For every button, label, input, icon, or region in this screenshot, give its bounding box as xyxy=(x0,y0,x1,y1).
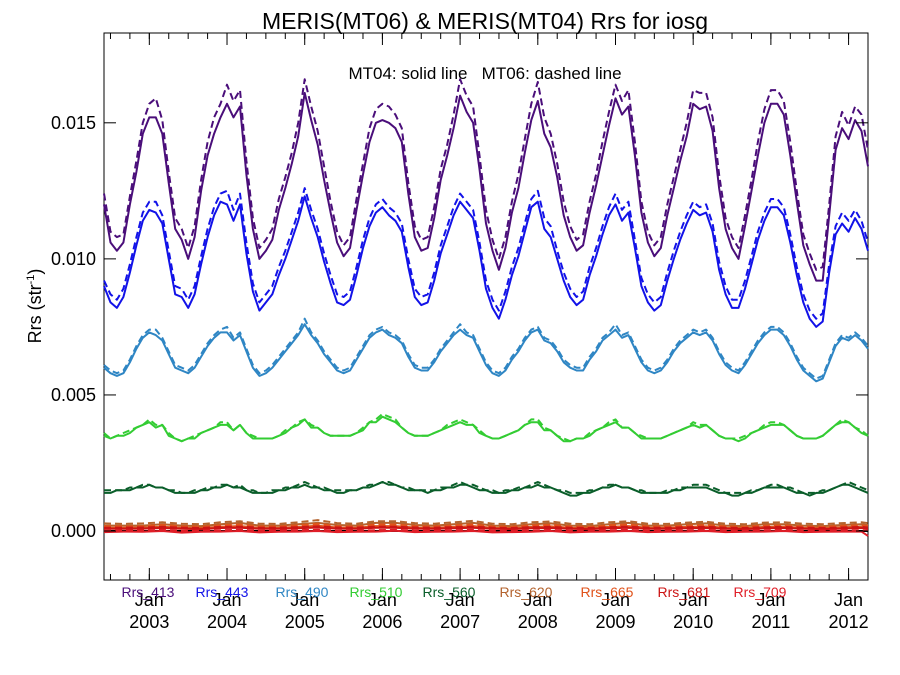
y-tick-label: 0.000 xyxy=(51,521,96,541)
series-rrs-681 xyxy=(104,525,869,531)
y-axis-label: Rrs (str-1) xyxy=(25,269,45,344)
series-line-rrs-490-mt04 xyxy=(103,323,869,383)
legend-label-rrs-490: Rrs_490 xyxy=(276,584,329,600)
line-style-annotation: MT04: solid line MT06: dashed line xyxy=(348,64,621,83)
x-tick-label-year: 2011 xyxy=(752,612,791,632)
x-tick-label-year: 2006 xyxy=(362,612,402,632)
plot-area xyxy=(103,32,869,581)
x-tick-label-year: 2010 xyxy=(673,612,713,632)
x-tick-label-year: 2003 xyxy=(129,612,169,632)
y-tick-labels: 0.000 0.005 0.010 0.015 xyxy=(51,113,96,541)
legend-label-rrs-620: Rrs_620 xyxy=(500,584,553,600)
series-line-rrs-681-mt04 xyxy=(104,526,869,531)
y-tick-label: 0.005 xyxy=(51,385,96,405)
series-line-rrs-510-mt04 xyxy=(103,415,869,443)
x-tick-label-month: Jan xyxy=(834,590,863,610)
legend-label-rrs-510: Rrs_510 xyxy=(350,584,403,600)
series-rrs-510 xyxy=(103,413,869,443)
series-line-rrs-443-mt04 xyxy=(103,195,869,328)
series-line-rrs-510-mt06 xyxy=(103,413,869,443)
x-tick-labels: Jan2003Jan2004Jan2005Jan2006Jan2007Jan20… xyxy=(129,590,868,632)
series-layer xyxy=(103,78,869,537)
series-line-rrs-490-mt06 xyxy=(103,317,869,380)
series-line-rrs-443-mt06 xyxy=(103,187,869,320)
x-tick-label-year: 2009 xyxy=(595,612,635,632)
y-axis-label-sup: -1 xyxy=(25,275,37,285)
series-rrs-490 xyxy=(103,317,869,383)
series-rrs-443 xyxy=(103,187,869,328)
series-line-rrs-413-mt06 xyxy=(103,78,869,271)
x-tick-label-month: Jan xyxy=(523,590,552,610)
series-rrs-709 xyxy=(103,528,869,537)
x-tick-label-year: 2012 xyxy=(829,612,869,632)
legend-label-rrs-413: Rrs_413 xyxy=(122,584,175,600)
legend-label-rrs-443: Rrs_443 xyxy=(196,584,249,600)
x-tick-label-year: 2008 xyxy=(518,612,558,632)
x-tick-label-month: Jan xyxy=(446,590,475,610)
legend-label-rrs-709: Rrs_709 xyxy=(734,584,787,600)
series-line-rrs-413-mt04 xyxy=(103,91,869,282)
series-line-rrs-560-mt06 xyxy=(104,481,869,494)
x-tick-label-month: Jan xyxy=(679,590,708,610)
axis-ticks xyxy=(104,33,869,580)
y-axis-label-main: Rrs (str xyxy=(25,284,45,343)
chart-title: MERIS(MT06) & MERIS(MT04) Rrs for iosg xyxy=(262,8,708,34)
y-tick-label: 0.015 xyxy=(51,113,96,133)
x-tick-label-year: 2005 xyxy=(285,612,325,632)
legend-label-rrs-665: Rrs_665 xyxy=(581,584,634,600)
x-tick-label-month: Jan xyxy=(213,590,242,610)
legend: Rrs_413 Rrs_443 Rrs_490 Rrs_510 Rrs_560 Rrs_6… xyxy=(122,584,787,600)
x-tick-label-month: Jan xyxy=(756,590,785,610)
series-line-rrs-709-mt04 xyxy=(103,529,869,537)
x-tick-label-month: Jan xyxy=(135,590,164,610)
series-rrs-413 xyxy=(103,78,869,282)
plot-frame xyxy=(103,32,869,581)
series-line-rrs-681-mt06 xyxy=(104,525,869,529)
legend-label-rrs-681: Rrs_681 xyxy=(658,584,711,600)
series-line-rrs-620-mt06 xyxy=(103,519,869,526)
legend-label-rrs-560: Rrs_560 xyxy=(423,584,476,600)
series-line-rrs-560-mt04 xyxy=(104,481,869,497)
x-tick-label-month: Jan xyxy=(368,590,397,610)
series-line-rrs-709-mt06 xyxy=(103,528,869,532)
series-line-rrs-665-mt06 xyxy=(103,522,869,528)
x-tick-label-year: 2007 xyxy=(440,612,480,632)
y-axis-label-end: ) xyxy=(25,269,45,275)
x-tick-label-year: 2004 xyxy=(207,612,247,632)
y-tick-label: 0.010 xyxy=(51,249,96,269)
series-rrs-560 xyxy=(104,481,869,497)
x-tick-label-month: Jan xyxy=(290,590,319,610)
x-tick-label-month: Jan xyxy=(601,590,630,610)
